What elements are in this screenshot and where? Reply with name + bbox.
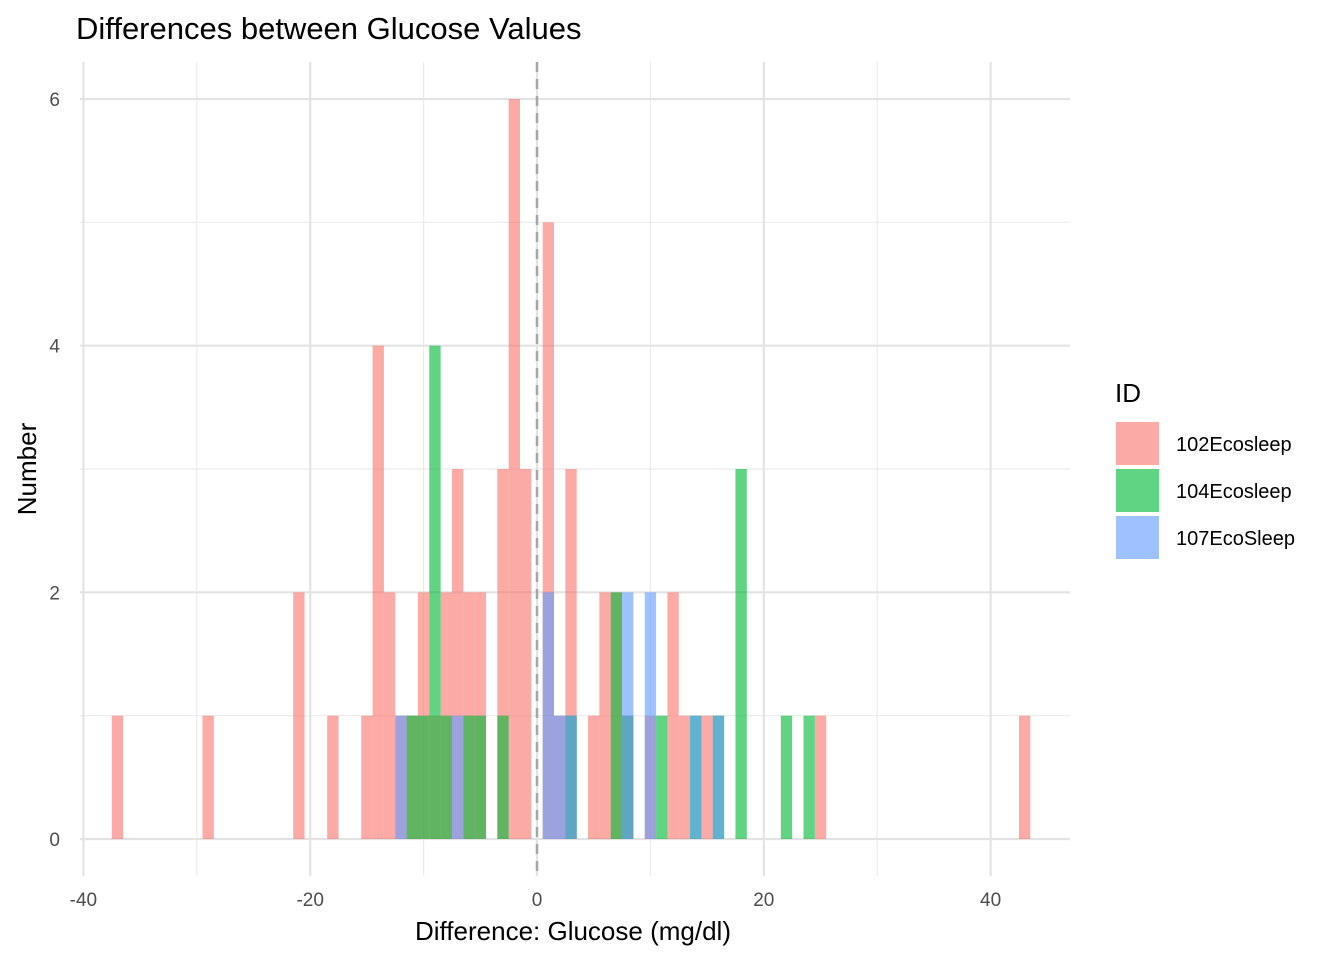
bar-102Ecosleep [814, 715, 827, 839]
series-107EcoSleep [395, 592, 725, 839]
legend-label: 102Ecosleep [1176, 434, 1292, 456]
bar-102Ecosleep [565, 469, 577, 839]
bar-104Ecosleep [463, 715, 475, 839]
bar-102Ecosleep [1018, 715, 1031, 839]
bar-102Ecosleep [678, 715, 691, 839]
x-axis-title: Difference: Glucose (mg/dl) [415, 916, 731, 946]
bar-107EcoSleep [690, 715, 702, 839]
bar-102Ecosleep [361, 715, 373, 839]
legend-swatch [1116, 422, 1159, 465]
bar-102Ecosleep [111, 715, 124, 839]
bar-104Ecosleep [803, 715, 815, 839]
legend-swatch [1116, 516, 1159, 559]
bar-102Ecosleep [202, 715, 214, 839]
bar-102Ecosleep [383, 592, 396, 839]
bar-107EcoSleep [395, 715, 407, 839]
bar-102Ecosleep [327, 715, 339, 839]
y-tick-label: 0 [49, 830, 60, 851]
bar-102Ecosleep [417, 592, 430, 839]
bar-102Ecosleep [497, 469, 509, 839]
bar-107EcoSleep [644, 592, 657, 839]
bar-102Ecosleep [293, 592, 305, 839]
bar-102Ecosleep [667, 592, 679, 839]
x-tick-label: 40 [980, 890, 1001, 911]
bar-104Ecosleep [610, 592, 623, 839]
y-tick-label: 2 [49, 583, 60, 604]
bar-102Ecosleep [474, 592, 486, 839]
legend-swatch [1116, 469, 1159, 512]
bar-104Ecosleep [497, 715, 509, 839]
bar-107EcoSleep [565, 715, 577, 839]
bar-102Ecosleep [701, 715, 713, 839]
x-tick-label: -40 [70, 890, 97, 911]
y-tick-label: 6 [49, 90, 60, 111]
legend: ID 102Ecosleep 104Ecosleep 107EcoSleep [1115, 378, 1295, 559]
legend-title: ID [1115, 378, 1141, 408]
bar-102Ecosleep [440, 592, 452, 839]
legend-label: 107EcoSleep [1176, 528, 1295, 550]
bar-104Ecosleep [656, 715, 668, 839]
bar-104Ecosleep [440, 715, 452, 839]
x-axis-ticks: -40 -20 0 20 40 [70, 890, 1002, 911]
bar-102Ecosleep [451, 469, 464, 839]
bar-104Ecosleep [474, 715, 486, 839]
bar-102Ecosleep [599, 592, 611, 839]
x-tick-label: -20 [296, 890, 323, 911]
legend-label: 104Ecosleep [1176, 481, 1292, 503]
bar-104Ecosleep [406, 715, 418, 839]
bar-102Ecosleep [508, 99, 520, 839]
bar-102Ecosleep [542, 222, 555, 840]
bar-107EcoSleep [622, 592, 634, 839]
bar-102Ecosleep [588, 715, 600, 839]
y-axis-title: Number [12, 422, 42, 515]
bar-104Ecosleep [780, 715, 793, 839]
bar-107EcoSleep [542, 592, 555, 839]
bar-102Ecosleep [520, 469, 532, 839]
histogram-bars [111, 99, 1031, 840]
y-axis-ticks: 0 2 4 6 [49, 90, 60, 851]
bar-104Ecosleep [417, 715, 430, 839]
bar-102Ecosleep [372, 345, 384, 839]
bar-107EcoSleep [554, 715, 566, 839]
bar-104Ecosleep [735, 469, 747, 839]
x-tick-label: 0 [532, 890, 543, 911]
chart-title: Differences between Glucose Values [76, 11, 581, 46]
bar-107EcoSleep [451, 715, 464, 839]
bar-107EcoSleep [712, 715, 725, 839]
bar-104Ecosleep [429, 345, 441, 839]
bar-102Ecosleep [463, 592, 475, 839]
x-tick-label: 20 [753, 890, 774, 911]
y-tick-label: 4 [49, 337, 60, 358]
